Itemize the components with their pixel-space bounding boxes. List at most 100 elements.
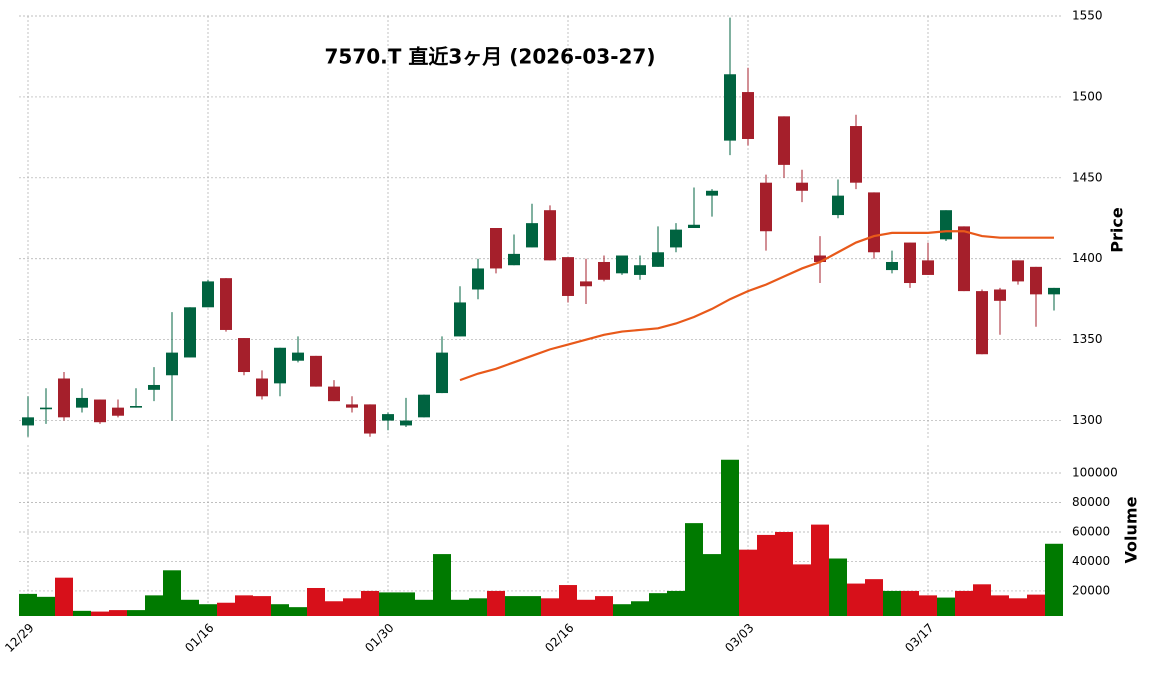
volume-bar [217,602,235,616]
volume-bar [631,601,649,616]
candle-body [940,210,952,240]
volume-bar [883,590,901,616]
candle-body [1012,260,1024,282]
candle-body [238,338,250,373]
candle-body [328,386,340,402]
volume-bar [1045,543,1063,616]
volume-bar [919,595,937,616]
candle-body [184,307,196,358]
volume-bar [379,592,397,616]
candle-body [130,406,142,408]
candle-body [814,255,826,262]
candle-body [292,352,304,361]
y2-axis-label: Volume [1122,496,1141,563]
candle-body [310,355,322,387]
candle-body [868,192,880,253]
candle-body [346,404,358,408]
volume-bar [937,597,955,616]
volume-bar [343,598,361,616]
candle-body [850,126,862,183]
y2-tick-label: 80000 [1072,495,1110,509]
volume-bar [73,610,91,616]
volume-bar [649,593,667,616]
candle-body [148,384,160,390]
candle-body [382,414,394,421]
candle-body [904,242,916,284]
volume-bar [91,611,109,616]
candle-body [94,399,106,423]
candle-body [454,302,466,337]
volume-bar [523,596,541,616]
candle-body [526,223,538,248]
volume-bar [865,579,883,616]
volume-bar [721,459,739,616]
volume-bar [811,524,829,616]
volume-bar [901,590,919,616]
volume-bar [667,590,685,616]
volume-bar [127,610,145,616]
volume-bar [397,592,415,616]
y2-tick-label: 40000 [1072,554,1110,568]
y-tick-label: 1300 [1072,413,1103,427]
volume-bar [19,593,37,616]
y-tick-label: 1550 [1072,9,1103,23]
volume-bar [973,584,991,616]
volume-bar [55,577,73,616]
x-tick-label: 01/16 [182,621,216,655]
candle-body [418,394,430,418]
volume-bar [307,587,325,616]
candle-body [760,182,772,232]
volume-bar [487,590,505,616]
volume-bar [433,554,451,616]
candle-body [490,228,502,269]
volume-bar [577,599,595,616]
candle-body [544,210,556,261]
volume-bar [181,599,199,616]
candle-body [598,261,610,280]
candle-body [166,352,178,376]
candle-body [724,74,736,141]
candle-body [778,116,790,165]
candle-body [112,407,124,416]
y-tick-label: 1350 [1072,332,1103,346]
candle-body [922,260,934,275]
volume-bar [991,595,1009,616]
volume-bar [613,604,631,616]
volume-bar [955,590,973,616]
candle-body [1030,266,1042,295]
volume-bar [541,598,559,616]
candle-body [256,378,268,397]
y2-tick-label: 100000 [1072,466,1118,480]
volume-bar [37,596,55,616]
candle-body [688,224,700,228]
volume-bar [685,523,703,616]
y-tick-label: 1500 [1072,89,1103,103]
candle-body [472,268,484,290]
y2-tick-label: 60000 [1072,524,1110,538]
volume-bar [847,583,865,616]
volume-bar [1009,598,1027,616]
volume-bar [757,534,775,616]
y2-tick-label: 20000 [1072,583,1110,597]
volume-bar [415,599,433,616]
volume-bar [235,595,253,616]
volume-bar [271,604,289,616]
volume-bar [793,564,811,616]
volume-bar [703,554,721,616]
volume-bar [559,585,577,616]
candle-body [976,291,988,355]
candle-body [508,253,520,266]
candle-body [706,190,718,196]
volume-bar [469,598,487,616]
candle-body [1048,287,1060,295]
y-tick-label: 1400 [1072,251,1103,265]
volume-bar [199,604,217,616]
candle-body [652,252,664,267]
candle-body [886,261,898,271]
volume-bar [253,596,271,616]
volume-bar [145,595,163,616]
volume-bar [361,590,379,616]
x-tick-label: 12/29 [2,621,36,655]
candle-body [436,352,448,394]
